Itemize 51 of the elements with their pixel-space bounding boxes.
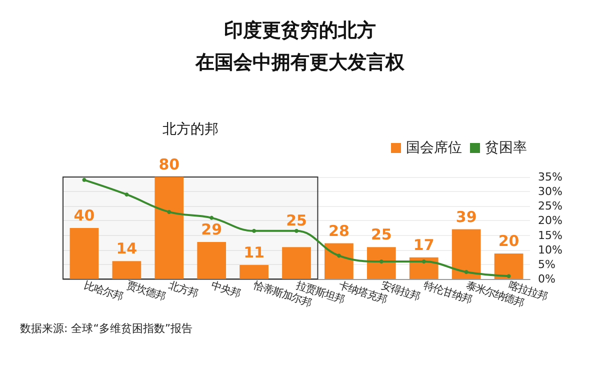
bar <box>282 247 311 279</box>
data-label: 25 <box>370 226 392 244</box>
point <box>252 228 256 233</box>
data-label: 11 <box>244 243 264 262</box>
point <box>379 260 384 264</box>
x-tick-label: 北方邦 <box>167 279 200 300</box>
data-label: 25 <box>286 211 307 230</box>
data-label: 40 <box>74 206 95 224</box>
point <box>506 274 511 278</box>
x-tick-label: 比哈尔邦 <box>82 279 124 304</box>
point <box>210 216 214 220</box>
chart-title: 印度更贫穷的北方 <box>224 20 376 42</box>
point <box>422 260 426 264</box>
data-label: 39 <box>456 208 477 226</box>
y2-tick-label: 30% <box>538 185 562 198</box>
source-note: 数据来源: 全球“多维贫困指数”报告 <box>20 322 193 335</box>
y2-tick-label: 15% <box>538 228 562 242</box>
bar <box>112 261 142 279</box>
bar <box>240 264 268 279</box>
data-label: 17 <box>413 236 434 254</box>
band-label: 北方的邦 <box>162 122 218 138</box>
data-label: 20 <box>498 232 520 250</box>
bar <box>452 229 481 279</box>
y2-tick-label: 10% <box>538 243 562 256</box>
point <box>294 228 298 233</box>
bar <box>154 177 184 279</box>
y2-tick-label: 5% <box>538 258 556 271</box>
point <box>82 178 86 182</box>
y2-tick-label: 25% <box>538 200 562 213</box>
data-label: 28 <box>328 222 350 240</box>
bar <box>409 257 438 279</box>
y2-tick-label: 20% <box>538 214 562 228</box>
bar <box>197 242 226 279</box>
data-label: 14 <box>116 240 138 258</box>
y2-tick-label: 0% <box>538 272 556 286</box>
point <box>124 192 129 196</box>
chart-subtitle: 在国会中拥有更大发言权 <box>194 52 406 74</box>
point <box>167 210 172 214</box>
y2-tick-label: 35% <box>538 170 562 184</box>
data-label: 29 <box>201 220 222 239</box>
point <box>464 270 468 274</box>
bar <box>494 254 524 279</box>
legend-label: 国会席位 <box>406 140 462 156</box>
x-tick-label: 中央邦 <box>210 279 242 300</box>
data-label: 80 <box>158 156 180 174</box>
legend-label: 贫困率 <box>485 140 527 156</box>
bar <box>366 247 396 279</box>
point <box>336 254 341 258</box>
x-tick-label: 贾坎德邦 <box>124 279 167 304</box>
bar <box>324 243 354 279</box>
bar <box>70 228 99 279</box>
